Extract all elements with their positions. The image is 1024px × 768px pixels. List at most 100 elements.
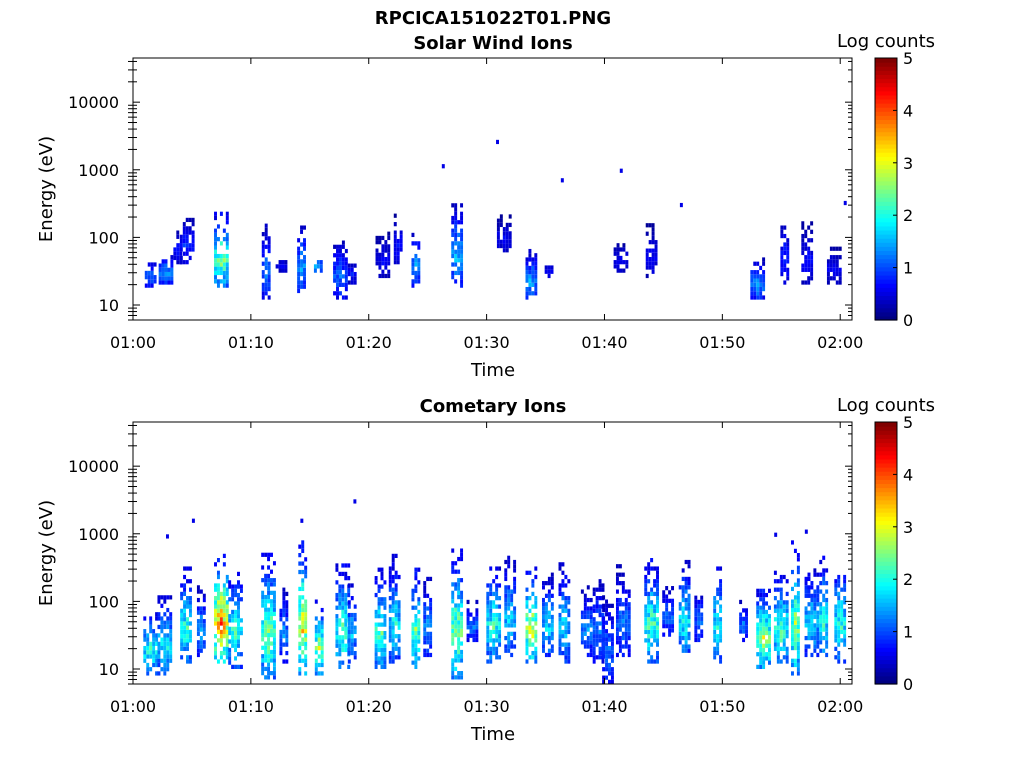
heatmap-cell: [615, 572, 619, 577]
colorbar-swatch: [875, 279, 897, 284]
heatmap-cell: [460, 620, 464, 625]
heatmap-cell: [782, 608, 786, 613]
heatmap-cell: [146, 637, 150, 642]
heatmap-cell: [166, 620, 170, 625]
heatmap-cell: [228, 656, 232, 661]
heatmap-cell: [496, 239, 500, 244]
heatmap-cell: [237, 592, 240, 598]
heatmap-cell: [333, 291, 337, 296]
heatmap-cell: [592, 634, 596, 639]
heatmap-cell: [832, 267, 836, 272]
heatmap-cell: [414, 605, 418, 610]
heatmap-cell: [282, 591, 286, 597]
heatmap-cell: [347, 642, 351, 647]
heatmap-cell: [610, 641, 614, 646]
heatmap-cell: [510, 619, 514, 624]
heatmap-cell: [341, 265, 345, 271]
heatmap-cell: [804, 623, 808, 628]
heatmap-cell: [414, 660, 418, 665]
heatmap-cell: [785, 608, 789, 613]
heatmap-cell: [807, 589, 811, 594]
heatmap-cell: [381, 273, 385, 279]
heatmap-cell: [267, 282, 271, 287]
heatmap-cell: [759, 592, 763, 598]
heatmap-cell: [231, 592, 235, 598]
heatmap-cell: [234, 626, 238, 631]
heatmap-cell: [780, 233, 784, 239]
heatmap-cell: [528, 270, 532, 275]
heatmap-cell: [216, 270, 220, 276]
heatmap-cell: [843, 642, 847, 647]
colorbar-swatch: [875, 671, 897, 677]
heatmap-cell: [164, 259, 168, 264]
heatmap-cell: [687, 581, 691, 586]
heatmap-cell: [547, 269, 551, 274]
heatmap-cell: [264, 227, 268, 233]
heatmap-cell: [697, 608, 701, 613]
heatmap-cell: [353, 276, 357, 281]
heatmap-cell: [411, 622, 415, 627]
heatmap-cell: [534, 265, 538, 271]
heatmap-cell: [167, 276, 171, 281]
heatmap-cell: [264, 223, 268, 228]
heatmap-cell: [547, 623, 551, 628]
heatmap-cell: [188, 230, 192, 235]
heatmap-cell: [542, 644, 545, 649]
heatmap-cell: [780, 267, 784, 272]
heatmap-cell: [765, 626, 769, 631]
heatmap-cell: [504, 619, 508, 624]
heatmap-cell: [796, 671, 800, 676]
heatmap-cell: [457, 628, 461, 633]
heatmap-cell: [270, 649, 273, 655]
heatmap-cell: [451, 632, 455, 638]
heatmap-cell: [186, 646, 189, 651]
heatmap-cell: [457, 624, 461, 629]
heatmap-cell: [344, 265, 348, 271]
heatmap-cell: [783, 242, 787, 247]
heatmap-cell: [694, 637, 698, 643]
heatmap-cell: [320, 633, 324, 638]
heatmap-cell: [618, 627, 622, 632]
heatmap-cell: [825, 644, 829, 649]
heatmap-cell: [333, 244, 337, 249]
heatmap-cell: [183, 604, 187, 609]
heatmap-cell: [813, 610, 817, 615]
heatmap-cell: [837, 617, 841, 622]
heatmap-cell: [513, 614, 517, 620]
x-tick-label: 01:10: [228, 697, 274, 716]
heatmap-cell: [547, 610, 551, 615]
heatmap-cell: [586, 635, 590, 641]
heatmap-cell: [414, 652, 418, 657]
plot-frame: [132, 421, 853, 685]
heatmap-cell: [644, 604, 648, 609]
heatmap-cell: [460, 279, 464, 284]
heatmap-cell: [504, 614, 508, 620]
colorbar-swatch: [875, 548, 897, 554]
colorbar-swatch: [875, 258, 897, 264]
heatmap-cell: [750, 282, 754, 287]
heatmap-cell: [163, 595, 167, 600]
heatmap-cell: [451, 662, 455, 667]
heatmap-cell: [267, 620, 271, 625]
colorbar-swatch: [875, 454, 897, 460]
heatmap-cell: [510, 593, 514, 598]
heatmap-cell: [237, 609, 240, 615]
heatmap-cell: [469, 629, 473, 634]
heatmap-cell: [344, 605, 348, 610]
heatmap-cell: [645, 261, 649, 266]
heatmap-cell: [180, 612, 184, 618]
heatmap-cell: [234, 601, 238, 606]
colorbar-swatch: [875, 311, 897, 317]
heatmap-cell: [149, 624, 153, 630]
heatmap-cell: [779, 638, 783, 643]
heatmap-cell: [460, 556, 464, 562]
heatmap-cell: [225, 232, 229, 238]
heatmap-cell: [396, 247, 400, 252]
heatmap-cell: [411, 635, 415, 640]
heatmap-cell: [558, 634, 562, 639]
heatmap-cell: [816, 597, 820, 603]
colorbar-swatch: [875, 152, 897, 157]
heatmap-cell: [804, 259, 808, 264]
heatmap-cell: [270, 607, 273, 612]
heatmap-cell: [602, 603, 606, 608]
